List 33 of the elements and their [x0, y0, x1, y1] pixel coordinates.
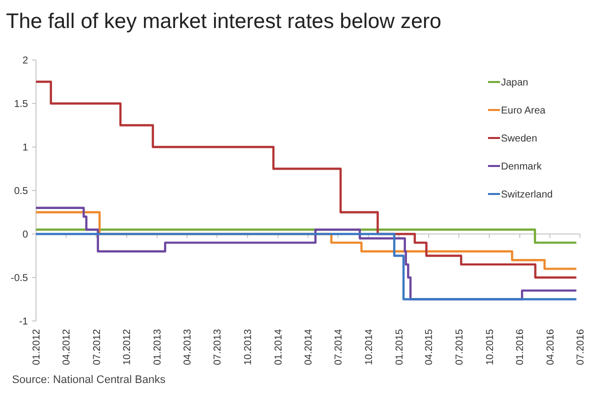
x-tick-label: 04.2015: [424, 328, 436, 366]
x-tick-label: 01.2013: [152, 328, 164, 366]
y-tick-label: 1.5: [14, 99, 28, 110]
x-tick-label: 10.2012: [122, 328, 134, 366]
x-tick-label: 01.2014: [274, 328, 285, 366]
legend-label: Japan: [501, 78, 528, 88]
legend-label: Euro Area: [501, 106, 546, 116]
legend-label: Switzerland: [501, 190, 553, 200]
x-tick-label: 01.2012: [32, 328, 42, 366]
legend-label: Sweden: [501, 134, 538, 144]
y-tick-label: 2: [22, 56, 28, 66]
x-tick-label: 07.2013: [212, 328, 224, 366]
y-tick-label: -0.5: [10, 273, 28, 284]
source-note: Source: National Central Banks: [12, 374, 166, 386]
x-tick-label: 04.2016: [545, 328, 556, 366]
y-tick-label: 1: [22, 142, 28, 154]
x-tick-label: 07.2014: [333, 328, 344, 366]
x-tick-label: 07.2016: [576, 328, 586, 366]
y-tick-label: 0: [22, 230, 28, 240]
y-tick-label: 0.5: [14, 186, 28, 197]
x-tick-label: 07.2015: [454, 328, 466, 366]
chart-title: The fall of key market interest rates below zero: [6, 10, 442, 33]
legend-label: Denmark: [501, 162, 543, 172]
x-tick-label: 10.2013: [243, 328, 254, 366]
x-tick-label: 01.2015: [394, 328, 406, 366]
x-tick-label: 04.2013: [182, 328, 194, 366]
x-tick-label: 04.2012: [62, 328, 73, 366]
y-tick-label: -1: [19, 316, 28, 328]
x-tick-label: 04.2014: [303, 328, 314, 366]
x-tick-label: 07.2012: [92, 328, 103, 366]
x-tick-label: 01.2016: [515, 328, 526, 366]
x-tick-label: 10.2015: [484, 328, 496, 366]
x-tick-label: 10.2014: [364, 328, 375, 366]
